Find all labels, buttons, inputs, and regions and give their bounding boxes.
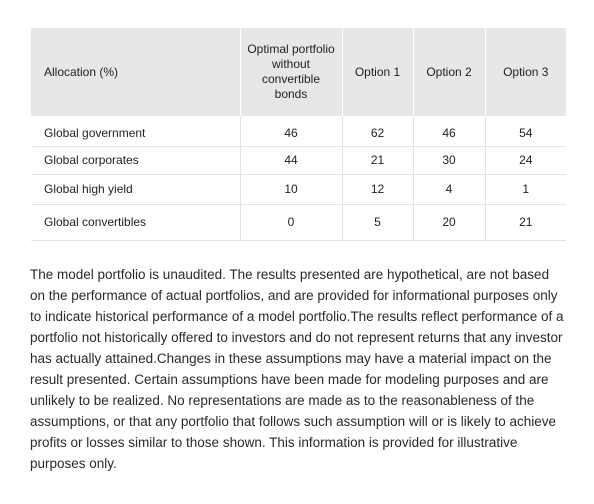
table-row: Global government 46 62 46 54 (31, 116, 566, 147)
allocation-table: Allocation (%) Optimal portfolio without… (31, 28, 566, 241)
header-option-3: Option 3 (503, 64, 549, 79)
table-cell: 46 (240, 116, 343, 147)
table-row: Global convertibles 0 5 20 21 (31, 204, 566, 241)
row-label: Global corporates (31, 146, 241, 175)
table-cell: 46 (413, 116, 486, 147)
row-label: Global convertibles (31, 204, 241, 241)
table-cell: 44 (240, 146, 343, 175)
row-label: Global government (31, 116, 241, 147)
table-cell: 4 (413, 174, 486, 205)
table-cell: 24 (485, 146, 566, 175)
allocation-table-container: Allocation (%) Optimal portfolio without… (31, 28, 566, 241)
table-cell: 1 (485, 174, 566, 205)
table-cell: 20 (413, 204, 486, 241)
row-label: Global high yield (31, 174, 241, 205)
table-cell: 62 (342, 116, 414, 147)
table-row: Global corporates 44 21 30 24 (31, 146, 566, 175)
table-header-row: Allocation (%) Optimal portfolio without… (31, 28, 566, 116)
table-cell: 21 (485, 204, 566, 241)
table-cell: 30 (413, 146, 486, 175)
header-option-1: Option 1 (342, 28, 414, 116)
table-cell: 0 (240, 204, 343, 241)
table-cell: 54 (485, 116, 566, 147)
header-optimal-portfolio: Optimal portfolio without convertible bo… (240, 28, 343, 116)
header-allocation: Allocation (%) (31, 28, 241, 116)
header-option-2: Option 2 (413, 28, 486, 116)
table-cell: 5 (342, 204, 414, 241)
table-cell: 10 (240, 174, 343, 205)
table-cell: 21 (342, 146, 414, 175)
disclaimer-text: The model portfolio is unaudited. The re… (30, 267, 564, 471)
table-row: Global high yield 10 12 4 1 (31, 174, 566, 205)
table-cell: 12 (342, 174, 414, 205)
